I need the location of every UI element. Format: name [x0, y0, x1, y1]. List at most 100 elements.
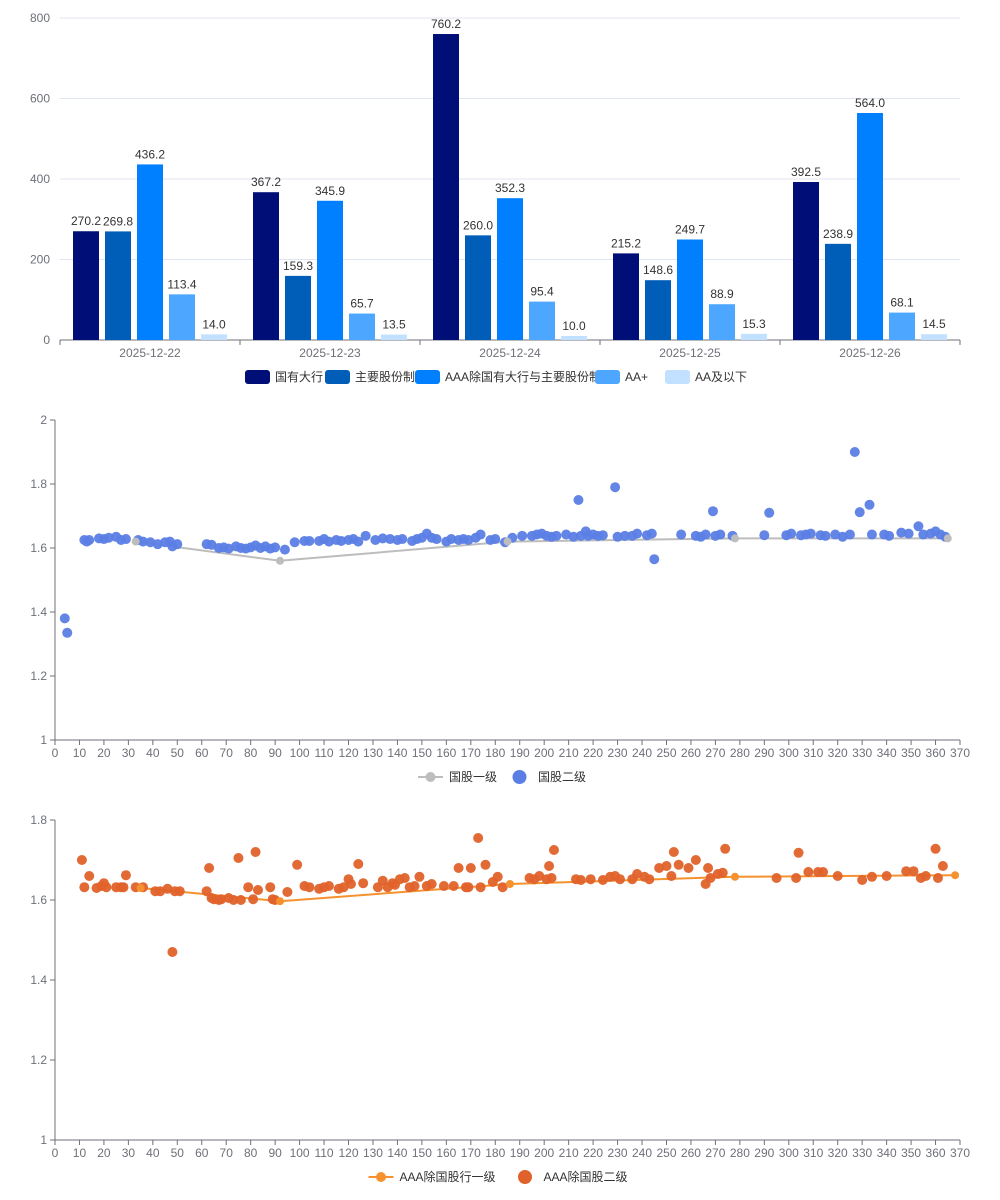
scatter-point[interactable] [707, 506, 718, 517]
scatter-point[interactable] [265, 882, 276, 893]
scatter-point[interactable] [490, 534, 501, 545]
scatter-point[interactable] [546, 873, 557, 883]
scatter-point[interactable] [463, 882, 474, 893]
scatter-point[interactable] [803, 867, 814, 877]
legend-item[interactable]: AA+ [595, 370, 648, 384]
scatter-point[interactable] [619, 530, 630, 541]
scatter-point[interactable] [690, 855, 701, 865]
scatter-point[interactable] [930, 843, 941, 854]
scatter-point[interactable] [270, 542, 281, 553]
bar[interactable] [645, 280, 671, 340]
scatter-point[interactable] [76, 855, 87, 865]
scatter-point[interactable] [903, 528, 914, 539]
scatter-point[interactable] [103, 532, 114, 543]
scatter-point[interactable] [304, 535, 315, 546]
scatter-point[interactable] [832, 871, 843, 881]
bar[interactable] [253, 192, 279, 340]
scatter-point[interactable] [446, 534, 457, 545]
scatter-point[interactable] [79, 882, 90, 893]
scatter-point[interactable] [473, 833, 484, 843]
scatter-point[interactable] [764, 507, 775, 518]
bar[interactable] [433, 34, 459, 340]
scatter-point[interactable] [849, 447, 860, 457]
scatter-point[interactable] [700, 529, 711, 540]
scatter-point[interactable] [431, 534, 442, 545]
scatter-point[interactable] [138, 536, 149, 547]
scatter-point[interactable] [715, 529, 726, 540]
scatter-point[interactable] [353, 859, 364, 869]
bar[interactable] [201, 334, 227, 340]
scatter-point[interactable] [62, 627, 73, 638]
scatter-point[interactable] [233, 853, 244, 863]
scatter-point[interactable] [216, 894, 227, 905]
legend-item[interactable]: 国有大行 [245, 370, 323, 384]
scatter-point[interactable] [673, 859, 684, 870]
legend-item[interactable]: AAA除国股二级 [518, 1169, 628, 1184]
scatter-point[interactable] [918, 529, 929, 540]
line-point[interactable] [131, 537, 140, 546]
scatter-point[interactable] [884, 530, 895, 541]
scatter-point[interactable] [901, 866, 912, 877]
bar[interactable] [317, 200, 343, 340]
scatter-point[interactable] [84, 535, 95, 545]
scatter-point[interactable] [644, 874, 655, 885]
scatter-point[interactable] [465, 863, 476, 873]
scatter-point[interactable] [492, 871, 503, 882]
scatter-point[interactable] [250, 847, 261, 857]
scatter-point[interactable] [705, 873, 716, 883]
scatter-point[interactable] [703, 863, 714, 873]
scatter-point[interactable] [385, 534, 396, 545]
scatter-point[interactable] [172, 539, 183, 550]
bar[interactable] [137, 164, 163, 340]
scatter-point[interactable] [676, 529, 687, 540]
scatter-point[interactable] [597, 530, 608, 541]
legend-item[interactable]: 主要股份制 [325, 370, 415, 384]
scatter-point[interactable] [683, 863, 694, 873]
scatter-point[interactable] [551, 530, 562, 541]
scatter-point[interactable] [881, 871, 892, 881]
scatter-point[interactable] [59, 613, 70, 624]
scatter-point[interactable] [101, 882, 112, 893]
scatter-point[interactable] [304, 882, 315, 893]
scatter-point[interactable] [937, 861, 948, 871]
scatter-point[interactable] [668, 847, 679, 857]
scatter-point[interactable] [791, 873, 802, 883]
bar[interactable] [709, 304, 735, 340]
scatter-point[interactable] [666, 871, 677, 881]
scatter-point[interactable] [896, 527, 907, 538]
bar[interactable] [677, 239, 703, 340]
scatter-point[interactable] [118, 882, 129, 893]
scatter-point[interactable] [167, 947, 178, 957]
legend-item[interactable]: 国股一级 [418, 770, 497, 784]
scatter-point[interactable] [397, 534, 408, 545]
scatter-point[interactable] [720, 843, 731, 854]
scatter-point[interactable] [448, 881, 459, 891]
bar[interactable] [793, 182, 819, 340]
scatter-point[interactable] [575, 875, 586, 885]
scatter-point[interactable] [661, 861, 672, 871]
scatter-point[interactable] [336, 535, 347, 546]
legend-item[interactable]: AAA除国股行一级 [368, 1169, 496, 1184]
scatter-point[interactable] [243, 882, 254, 893]
scatter-point[interactable] [289, 537, 300, 548]
bar[interactable] [73, 231, 99, 340]
scatter-point[interactable] [353, 536, 364, 547]
bar[interactable] [613, 253, 639, 340]
scatter-point[interactable] [253, 885, 264, 895]
line-point[interactable] [503, 537, 512, 546]
bar[interactable] [825, 243, 851, 340]
scatter-point[interactable] [475, 529, 486, 540]
scatter-point[interactable] [786, 528, 797, 539]
scatter-point[interactable] [646, 528, 657, 539]
bar[interactable] [285, 275, 311, 340]
scatter-point[interactable] [120, 870, 131, 881]
scatter-point[interactable] [414, 871, 425, 882]
scatter-point[interactable] [279, 544, 290, 555]
scatter-point[interactable] [908, 866, 919, 877]
scatter-point[interactable] [857, 875, 868, 885]
scatter-point[interactable] [84, 871, 95, 881]
scatter-point[interactable] [573, 495, 584, 505]
scatter-point[interactable] [793, 847, 804, 858]
line-point[interactable] [276, 556, 285, 565]
scatter-point[interactable] [292, 859, 303, 870]
